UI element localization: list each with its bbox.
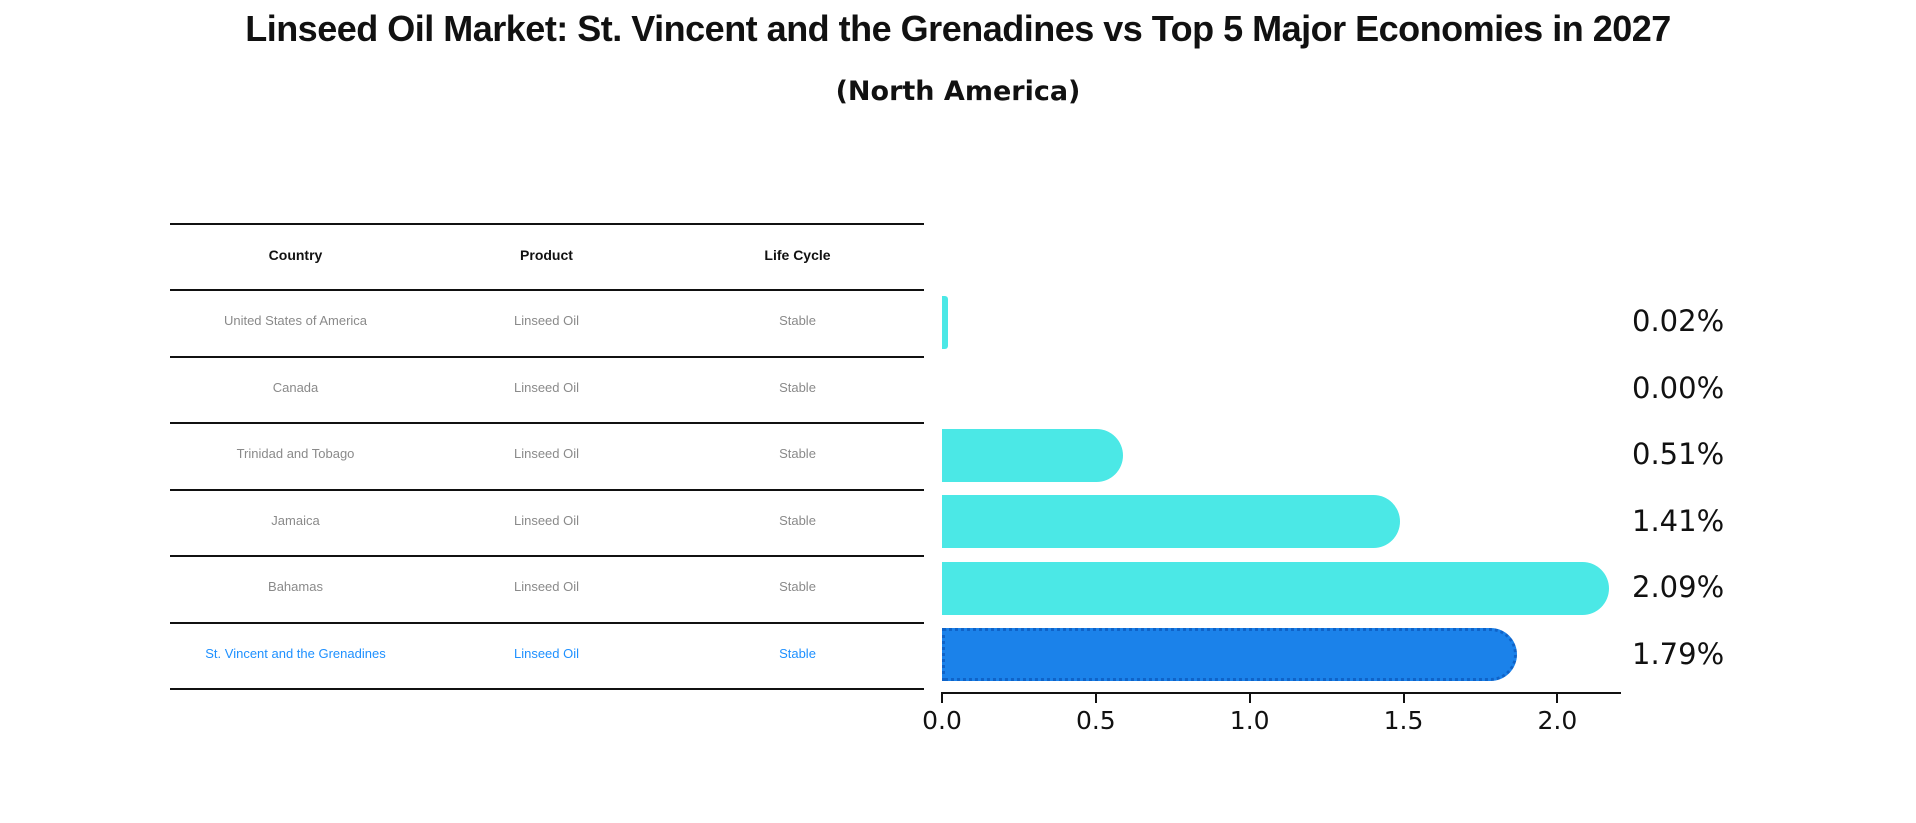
value-label: 0.02%: [1632, 304, 1725, 339]
table-row-rule: [170, 688, 924, 690]
product-cell: Linseed Oil: [513, 313, 580, 329]
country-cell: St. Vincent and the Grenadines: [205, 645, 386, 661]
highlight-bar: [942, 628, 1517, 682]
table-row-rule: [170, 621, 924, 624]
product-cell: Linseed Oil: [513, 379, 580, 395]
bar: [942, 495, 1400, 549]
table-row-rule: [170, 355, 924, 358]
bar: [942, 428, 1123, 482]
x-tick-label: 1.0: [1229, 706, 1270, 735]
value-label: 2.09%: [1632, 570, 1725, 605]
table-row-rule: [170, 422, 924, 424]
country-cell: United States of America: [223, 313, 368, 329]
chart-title: Linseed Oil Market: St. Vincent and the …: [245, 8, 1671, 49]
country-cell: Bahamas: [268, 579, 323, 595]
lifecycle-cell: Stable: [779, 512, 816, 528]
country-cell: Jamaica: [271, 512, 320, 528]
x-tick-label: 0.5: [1075, 706, 1116, 735]
lifecycle-cell: Stable: [779, 313, 816, 329]
value-label: 0.00%: [1632, 370, 1725, 405]
value-label: 1.79%: [1632, 636, 1725, 671]
x-tick-label: 1.5: [1383, 706, 1424, 735]
product-cell: Linseed Oil: [513, 446, 580, 462]
lifecycle-cell: Stable: [779, 446, 816, 462]
lifecycle-cell: Stable: [779, 579, 816, 595]
x-axis-line: [942, 692, 1621, 694]
x-tick: [941, 692, 943, 703]
value-label: 1.41%: [1632, 503, 1725, 538]
product-cell: Linseed Oil: [513, 512, 580, 528]
x-tick: [1094, 692, 1097, 703]
table-row-rule: [170, 488, 924, 491]
country-cell: Trinidad and Tobago: [236, 446, 355, 462]
lifecycle-cell: Stable: [779, 379, 816, 395]
table-header-rule: [170, 289, 924, 291]
bar: [942, 561, 1610, 615]
lifecycle-cell: Stable: [779, 645, 816, 661]
chart-subtitle: (North America): [835, 76, 1081, 107]
table-header-lifecycle: Life Cycle: [764, 247, 831, 263]
table-header-product: Product: [520, 247, 573, 263]
product-cell: Linseed Oil: [513, 579, 580, 595]
country-cell: Canada: [272, 379, 319, 395]
x-tick-label: 0.0: [922, 706, 962, 735]
table-top-rule: [170, 223, 924, 225]
value-label: 0.51%: [1632, 437, 1725, 472]
table-row-rule: [170, 555, 924, 557]
x-tick: [1556, 692, 1559, 703]
x-tick-label: 2.0: [1537, 706, 1578, 735]
x-tick: [1402, 692, 1405, 703]
table-header-country: Country: [268, 247, 323, 263]
x-tick: [1248, 692, 1251, 703]
bar: [942, 295, 949, 349]
product-cell: Linseed Oil: [513, 645, 580, 661]
